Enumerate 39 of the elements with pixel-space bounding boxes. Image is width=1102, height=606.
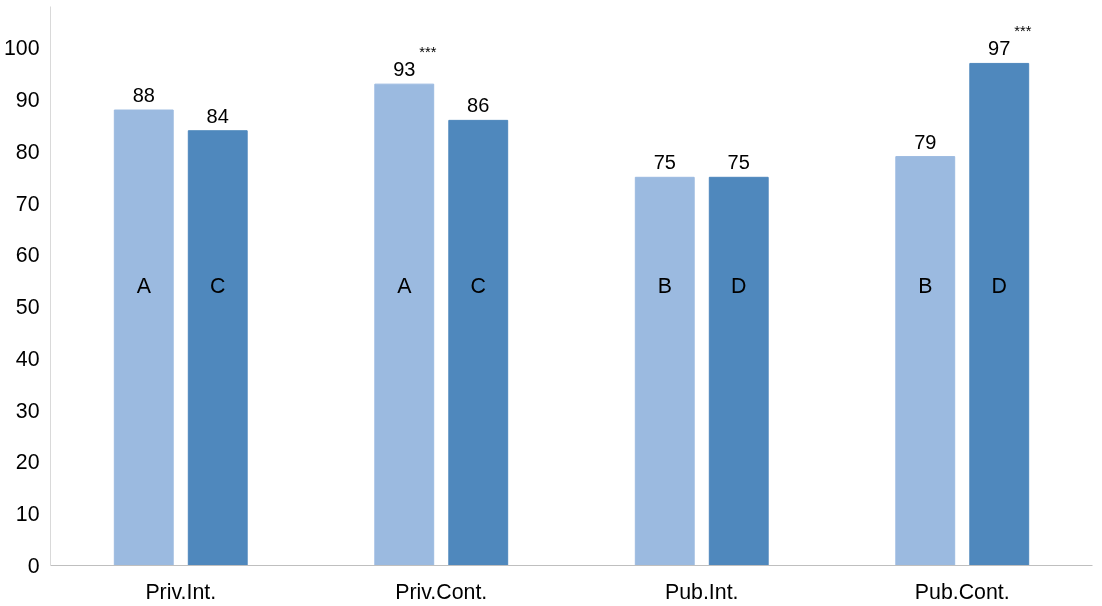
x-tick-label: Pub.Cont. bbox=[914, 579, 1010, 604]
bar bbox=[187, 130, 248, 566]
y-tick-label: 30 bbox=[15, 398, 40, 423]
data-label: 79 bbox=[914, 130, 937, 153]
y-tick-label: 80 bbox=[15, 139, 40, 164]
bar bbox=[448, 119, 509, 566]
data-label: 75 bbox=[727, 151, 750, 174]
annotation: D bbox=[731, 274, 747, 298]
x-tick-label: Priv.Cont. bbox=[395, 579, 488, 604]
annotation: C bbox=[470, 274, 486, 298]
x-tick-label: Priv.Int. bbox=[145, 579, 217, 604]
bar bbox=[374, 83, 435, 566]
annotation: B bbox=[657, 274, 672, 298]
bar bbox=[634, 176, 695, 566]
x-tick-label: Pub.Int. bbox=[664, 579, 739, 604]
bar bbox=[969, 62, 1030, 566]
y-tick-label: 50 bbox=[15, 295, 40, 320]
y-tick-label: 70 bbox=[15, 191, 40, 216]
bar bbox=[895, 156, 956, 566]
y-tick-label: 100 bbox=[3, 36, 40, 61]
annotation: A bbox=[397, 274, 413, 298]
annotation: C bbox=[210, 274, 226, 298]
annotation: A bbox=[136, 274, 152, 298]
data-label: 86 bbox=[467, 94, 490, 117]
data-label: 88 bbox=[132, 84, 155, 107]
annotation: B bbox=[918, 274, 933, 298]
y-tick-label: 60 bbox=[15, 243, 40, 268]
bar bbox=[708, 176, 769, 566]
y-tick-label: 0 bbox=[27, 554, 40, 578]
bar bbox=[113, 109, 174, 566]
y-tick-label: 10 bbox=[15, 502, 40, 527]
data-label: 93*** bbox=[393, 44, 437, 81]
data-label: 84 bbox=[206, 104, 229, 127]
y-tick-label: 90 bbox=[15, 88, 40, 113]
y-tick-label: 40 bbox=[15, 346, 40, 371]
data-label: 97*** bbox=[988, 23, 1032, 60]
annotation: D bbox=[991, 274, 1007, 298]
y-tick-label: 20 bbox=[15, 450, 40, 475]
data-label: 75 bbox=[653, 151, 676, 174]
